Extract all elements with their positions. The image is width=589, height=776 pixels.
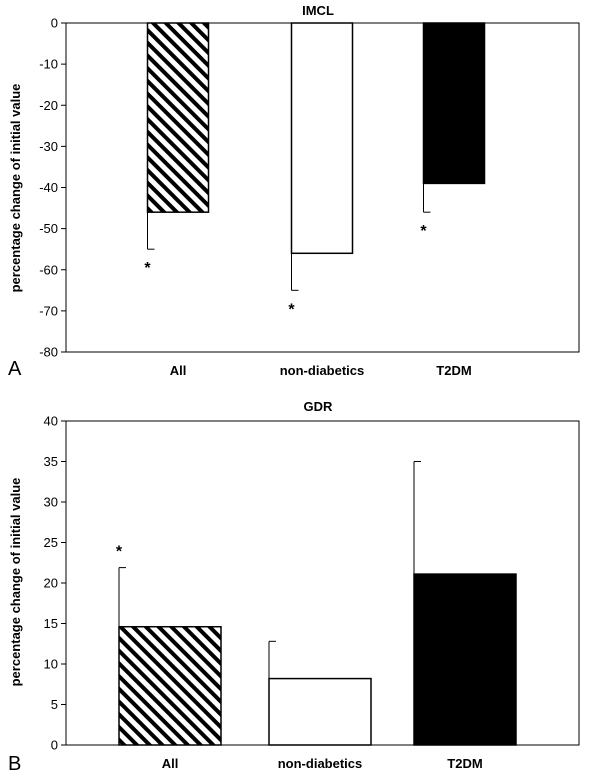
panel-a-category-label-3: T2DM bbox=[436, 363, 471, 378]
panel-b-y-tick-label: 20 bbox=[44, 576, 58, 591]
panel-a-bars: * * * bbox=[144, 22, 486, 318]
panel-b-y-tick-label: 10 bbox=[44, 657, 58, 672]
panel-a-y-tick-label: -10 bbox=[39, 57, 58, 72]
panel-a-y-tick-label: -70 bbox=[39, 303, 58, 318]
panel-b-bar-1 bbox=[118, 625, 222, 746]
panel-b-y-ticks: 0 5 10 15 20 25 30 35 40 bbox=[44, 414, 66, 753]
panel-a-significance-marker-3: * bbox=[420, 223, 427, 240]
panel-b-y-tick-label: 15 bbox=[44, 616, 58, 631]
panel-a-significance-marker-2: * bbox=[288, 301, 295, 318]
panel-a-y-tick-label: -80 bbox=[39, 345, 58, 360]
panel-a-chart: IMCL percentage change of initial value … bbox=[8, 3, 580, 380]
panel-b-letter: B bbox=[8, 753, 21, 775]
panel-a-y-tick-label: -30 bbox=[39, 139, 58, 154]
panel-a-bar-2 bbox=[290, 22, 354, 255]
panel-a-bar-3 bbox=[422, 22, 486, 185]
panel-b-title: GDR bbox=[304, 399, 334, 414]
panel-a-y-tick-label: -40 bbox=[39, 180, 58, 195]
panel-a-y-tick-label: -50 bbox=[39, 221, 58, 236]
panel-b-category-label-2: non-diabetics bbox=[278, 756, 363, 771]
panel-b-y-axis-label: percentage change of initial value bbox=[8, 478, 23, 687]
panel-a-y-axis-label: percentage change of initial value bbox=[8, 84, 23, 293]
panel-b-significance-marker-1: * bbox=[116, 544, 123, 561]
panel-a-y-ticks: 0 -10 -20 -30 -40 -50 -60 -70 -80 bbox=[39, 16, 66, 360]
panel-a-category-label-1: All bbox=[170, 363, 187, 378]
panel-a-significance-marker-1: * bbox=[144, 260, 151, 277]
panel-b-category-label-3: T2DM bbox=[447, 756, 482, 771]
panel-b-bars: * bbox=[116, 461, 517, 746]
panel-b-bar-3 bbox=[413, 573, 517, 746]
panel-a-y-tick-label: 0 bbox=[51, 16, 58, 31]
panel-b-y-tick-label: 25 bbox=[44, 535, 58, 550]
panel-b-categories: All non-diabetics T2DM bbox=[162, 756, 483, 771]
panel-a-letter: A bbox=[8, 358, 22, 380]
panel-b-y-tick-label: 30 bbox=[44, 495, 58, 510]
panel-a-y-tick-label: -20 bbox=[39, 98, 58, 113]
panel-a-title: IMCL bbox=[302, 3, 334, 18]
panel-a-category-label-2: non-diabetics bbox=[280, 363, 365, 378]
panel-b-y-tick-label: 0 bbox=[51, 738, 58, 753]
panel-b-y-tick-label: 35 bbox=[44, 454, 58, 469]
panel-a-bar-1 bbox=[146, 22, 210, 213]
panel-b-y-tick-label: 40 bbox=[44, 414, 58, 429]
panel-a-categories: All non-diabetics T2DM bbox=[170, 363, 472, 378]
panel-b-y-tick-label: 5 bbox=[51, 697, 58, 712]
panel-b-chart: GDR percentage change of initial value B… bbox=[8, 399, 580, 775]
panel-a-y-tick-label: -60 bbox=[39, 262, 58, 277]
panel-b-bar-2 bbox=[268, 677, 372, 746]
panel-b-category-label-1: All bbox=[162, 756, 179, 771]
